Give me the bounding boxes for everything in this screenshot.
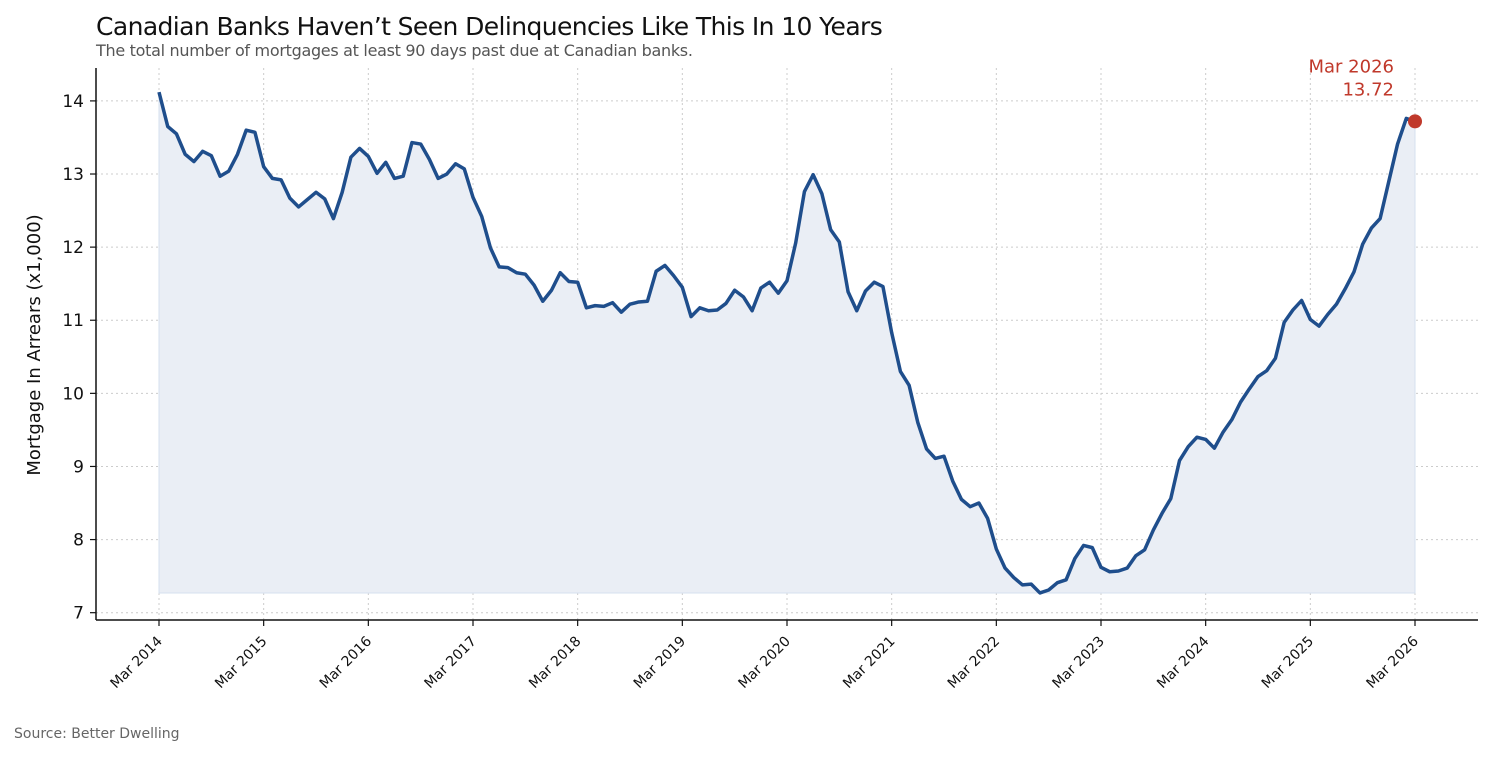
series-line (157, 91, 1416, 595)
y-axis-label: Mortgage In Arrears (x1,000) (24, 214, 45, 475)
y-axis-ticks: 7 8 9 10 11 12 13 14 (62, 92, 96, 624)
x-tick-label: Mar 2016 (317, 633, 375, 691)
y-tick-label: 13 (62, 165, 84, 185)
y-tick-label: 12 (62, 238, 84, 258)
x-tick-label: Mar 2022 (945, 634, 1003, 692)
x-tick-label: Mar 2025 (1259, 634, 1317, 692)
annotation-value-label: 13.72 (1342, 79, 1394, 100)
x-tick-label: Mar 2014 (107, 633, 165, 691)
y-tick-label: 11 (62, 311, 84, 331)
end-point-marker (1408, 114, 1422, 129)
x-axis-ticks: Mar 2014 Mar 2015 Mar 2016 Mar 2017 Mar 2018… (107, 620, 1422, 692)
x-tick-label: Mar 2026 (1363, 633, 1421, 691)
y-tick-label: 9 (73, 457, 84, 477)
y-tick-label: 8 (73, 531, 84, 551)
x-tick-label: Mar 2015 (212, 634, 270, 692)
x-tick-label: Mar 2017 (421, 634, 479, 692)
x-tick-label: Mar 2020 (735, 634, 793, 692)
x-tick-label: Mar 2018 (526, 634, 584, 692)
chart-title: Canadian Banks Haven’t Seen Delinquencie… (96, 12, 883, 41)
x-tick-label: Mar 2023 (1049, 634, 1107, 692)
y-tick-label: 10 (62, 384, 84, 404)
y-tick-label: 14 (62, 92, 84, 112)
y-tick-label: 7 (73, 604, 84, 624)
x-tick-label: Mar 2021 (840, 634, 898, 692)
chart-subtitle: The total number of mortgages at least 9… (96, 41, 693, 60)
source-note: Source: Better Dwelling (14, 726, 180, 742)
annotation-date-label: Mar 2026 (1309, 56, 1395, 77)
x-tick-label: Mar 2024 (1154, 633, 1212, 691)
x-tick-label: Mar 2019 (631, 634, 689, 692)
